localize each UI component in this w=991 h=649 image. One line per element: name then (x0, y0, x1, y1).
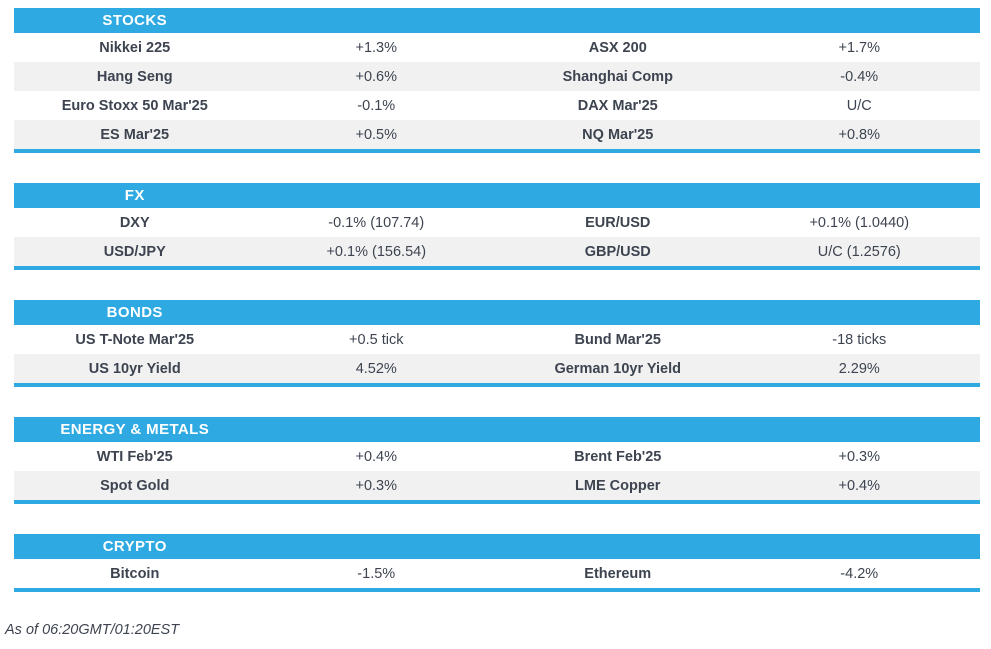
instrument-change: +0.4% (838, 477, 881, 494)
instrument-change: +0.8% (838, 126, 881, 143)
instrument-change: -0.4% (840, 68, 879, 85)
section-header-spacer (255, 183, 497, 208)
section-energy-metals: ENERGY & METALS WTI Feb'25 +0.4% Brent Feb'… (14, 417, 980, 504)
market-table: STOCKS Nikkei 225 +1.3% ASX 200 +1.7% Hang Se… (14, 8, 980, 149)
market-report: STOCKS Nikkei 225 +1.3% ASX 200 +1.7% Hang Se… (14, 8, 980, 592)
instrument-change: U/C (846, 97, 872, 114)
section-header-spacer (497, 183, 739, 208)
section-crypto: CRYPTO Bitcoin -1.5% Ethereum -4.2% (14, 534, 980, 592)
instrument-name: Brent Feb'25 (574, 448, 662, 465)
section-header-spacer (497, 300, 739, 325)
instrument-change: -0.1% (357, 97, 396, 114)
instrument-change: -4.2% (840, 565, 879, 582)
table-row: DXY -0.1% (107.74) EUR/USD +0.1% (1.0440) (14, 208, 980, 237)
instrument-name: EUR/USD (585, 214, 651, 231)
instrument-name: ASX 200 (588, 39, 647, 56)
section-header-spacer (738, 417, 980, 442)
section-stocks: STOCKS Nikkei 225 +1.3% ASX 200 +1.7% Hang Se… (14, 8, 980, 153)
instrument-name: WTI Feb'25 (96, 448, 173, 465)
section-header-spacer (738, 8, 980, 33)
section-header-spacer (497, 8, 739, 33)
section-title: BONDS (14, 300, 256, 325)
table-row: Nikkei 225 +1.3% ASX 200 +1.7% (14, 33, 980, 62)
instrument-change: +0.6% (355, 68, 398, 85)
instrument-name: US T-Note Mar'25 (75, 331, 195, 348)
section-header-spacer (738, 183, 980, 208)
table-row: Bitcoin -1.5% Ethereum -4.2% (14, 559, 980, 588)
instrument-name: GBP/USD (584, 243, 651, 260)
instrument-change: -0.1% (107.74) (328, 214, 425, 231)
section-title: ENERGY & METALS (14, 417, 256, 442)
instrument-name: NQ Mar'25 (582, 126, 654, 143)
instrument-name: Ethereum (584, 565, 652, 582)
section-header-spacer (497, 417, 739, 442)
instrument-name: Euro Stoxx 50 Mar'25 (61, 97, 208, 114)
section-header-spacer (497, 534, 739, 559)
instrument-name: Nikkei 225 (99, 39, 171, 56)
table-row: US 10yr Yield 4.52% German 10yr Yield 2.29% (14, 354, 980, 383)
table-row: Spot Gold +0.3% LME Copper +0.4% (14, 471, 980, 500)
section-header-bar: CRYPTO (14, 534, 980, 559)
instrument-name: Bund Mar'25 (574, 331, 661, 348)
market-table: BONDS US T-Note Mar'25 +0.5 tick Bund Mar'2… (14, 300, 980, 383)
section-title: CRYPTO (14, 534, 256, 559)
instrument-name: Shanghai Comp (562, 68, 673, 85)
section-header-spacer (255, 534, 497, 559)
market-table: ENERGY & METALS WTI Feb'25 +0.4% Brent Feb'… (14, 417, 980, 500)
section-fx: FX DXY -0.1% (107.74) EUR/USD +0.1% (1.0440)… (14, 183, 980, 270)
instrument-change: U/C (1.2576) (817, 243, 901, 260)
instrument-name: Spot Gold (100, 477, 170, 494)
instrument-name: LME Copper (575, 477, 661, 494)
section-bonds: BONDS US T-Note Mar'25 +0.5 tick Bund Mar'2… (14, 300, 980, 387)
table-row: ES Mar'25 +0.5% NQ Mar'25 +0.8% (14, 120, 980, 149)
instrument-change: +0.4% (355, 448, 398, 465)
instrument-name: DAX Mar'25 (577, 97, 658, 114)
instrument-name: ES Mar'25 (100, 126, 170, 143)
table-row: Hang Seng +0.6% Shanghai Comp -0.4% (14, 62, 980, 91)
instrument-name: USD/JPY (103, 243, 166, 260)
section-header-bar: FX (14, 183, 980, 208)
section-header-spacer (738, 534, 980, 559)
instrument-name: Bitcoin (110, 565, 160, 582)
instrument-change: +0.5% (355, 126, 398, 143)
instrument-change: +0.1% (156.54) (326, 243, 427, 260)
instrument-change: +0.3% (838, 448, 881, 465)
instrument-change: -18 ticks (832, 331, 887, 348)
instrument-change: 2.29% (838, 360, 880, 377)
instrument-name: DXY (119, 214, 150, 231)
table-row: US T-Note Mar'25 +0.5 tick Bund Mar'25 -18 … (14, 325, 980, 354)
section-header-bar: BONDS (14, 300, 980, 325)
section-header-spacer (255, 417, 497, 442)
table-row: Euro Stoxx 50 Mar'25 -0.1% DAX Mar'25 U/C (14, 91, 980, 120)
instrument-change: +1.3% (355, 39, 398, 56)
instrument-name: Hang Seng (96, 68, 173, 85)
instrument-change: +0.5 tick (349, 331, 404, 348)
instrument-change: 4.52% (355, 360, 397, 377)
instrument-change: +0.1% (1.0440) (809, 214, 910, 231)
section-header-spacer (255, 300, 497, 325)
table-row: WTI Feb'25 +0.4% Brent Feb'25 +0.3% (14, 442, 980, 471)
section-title: FX (14, 183, 256, 208)
section-header-bar: STOCKS (14, 8, 980, 33)
instrument-name: German 10yr Yield (554, 360, 682, 377)
instrument-change: -1.5% (357, 565, 396, 582)
table-row: USD/JPY +0.1% (156.54) GBP/USD U/C (1.2576) (14, 237, 980, 266)
instrument-change: +0.3% (355, 477, 398, 494)
as-of-timestamp: As of 06:20GMT/01:20EST (5, 622, 180, 638)
market-table: FX DXY -0.1% (107.74) EUR/USD +0.1% (1.0440)… (14, 183, 980, 266)
section-header-spacer (255, 8, 497, 33)
market-table: CRYPTO Bitcoin -1.5% Ethereum -4.2% (14, 534, 980, 588)
section-header-bar: ENERGY & METALS (14, 417, 980, 442)
instrument-name: US 10yr Yield (88, 360, 181, 377)
instrument-change: +1.7% (838, 39, 881, 56)
section-title: STOCKS (14, 8, 256, 33)
section-header-spacer (738, 300, 980, 325)
